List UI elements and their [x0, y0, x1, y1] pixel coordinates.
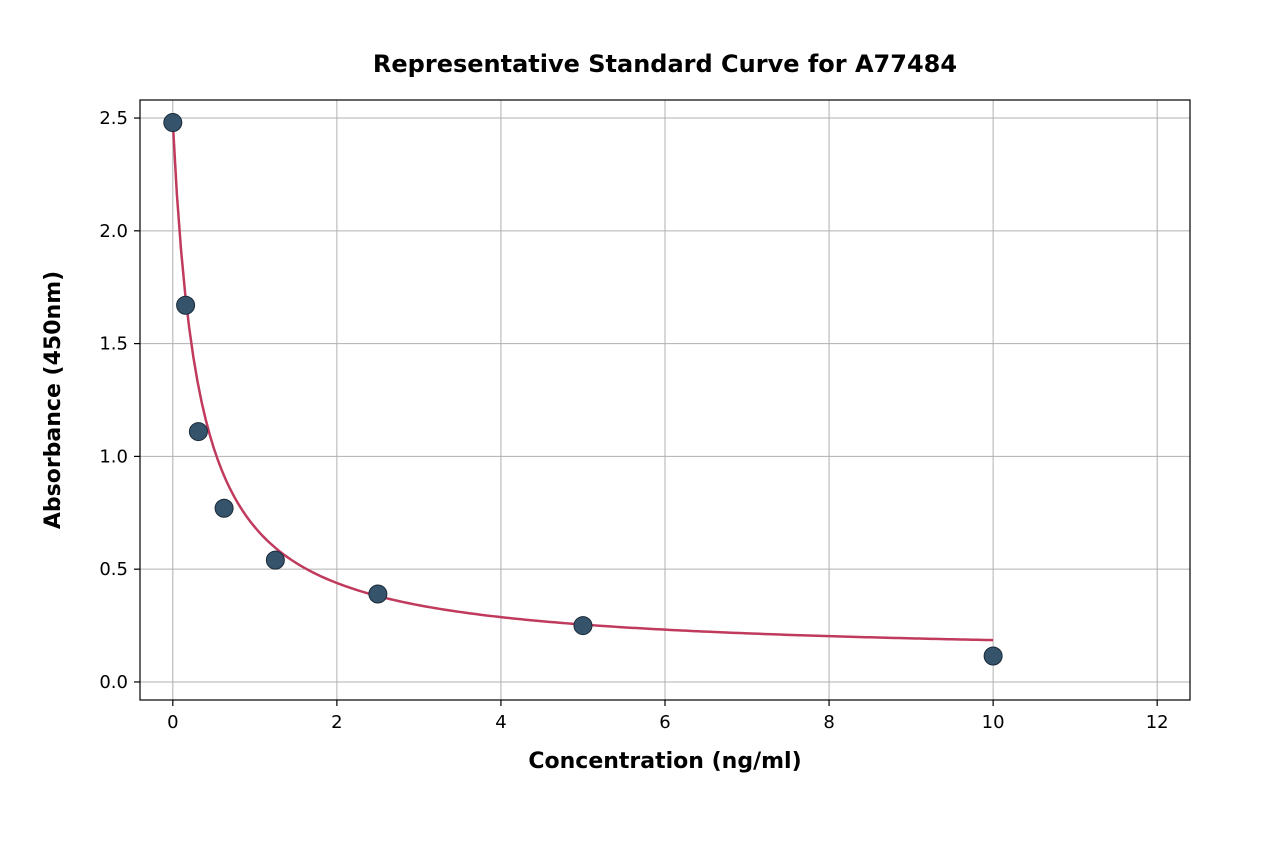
xtick-label: 12: [1146, 712, 1169, 733]
xtick-label: 8: [823, 712, 834, 733]
data-point: [574, 617, 592, 635]
data-point: [369, 585, 387, 603]
xtick-label: 0: [167, 712, 178, 733]
data-point: [164, 114, 182, 132]
data-point: [984, 647, 1002, 665]
xtick-label: 4: [495, 712, 506, 733]
chart-container: 0 2 4 6 8 10 12 0.0 0.5 1.0 1.5 2.0 2.5 Concentration…: [0, 0, 1280, 845]
chart-background: [0, 0, 1280, 845]
data-point: [189, 423, 207, 441]
chart-svg: 0 2 4 6 8 10 12 0.0 0.5 1.0 1.5 2.0 2.5 Concentration…: [0, 0, 1280, 845]
data-point: [215, 499, 233, 517]
data-point: [266, 551, 284, 569]
ytick-label: 0.5: [99, 559, 128, 580]
chart-title: Representative Standard Curve for A77484: [373, 50, 957, 78]
data-point: [177, 296, 195, 314]
xtick-label: 10: [982, 712, 1005, 733]
ytick-label: 2.0: [99, 221, 128, 242]
ytick-label: 1.0: [99, 446, 128, 467]
xtick-label: 6: [659, 712, 670, 733]
y-axis-label: Absorbance (450nm): [41, 271, 66, 529]
ytick-label: 0.0: [99, 672, 128, 693]
ytick-label: 1.5: [99, 334, 128, 355]
xtick-label: 2: [331, 712, 342, 733]
ytick-label: 2.5: [99, 108, 128, 129]
x-axis-label: Concentration (ng/ml): [528, 749, 801, 774]
